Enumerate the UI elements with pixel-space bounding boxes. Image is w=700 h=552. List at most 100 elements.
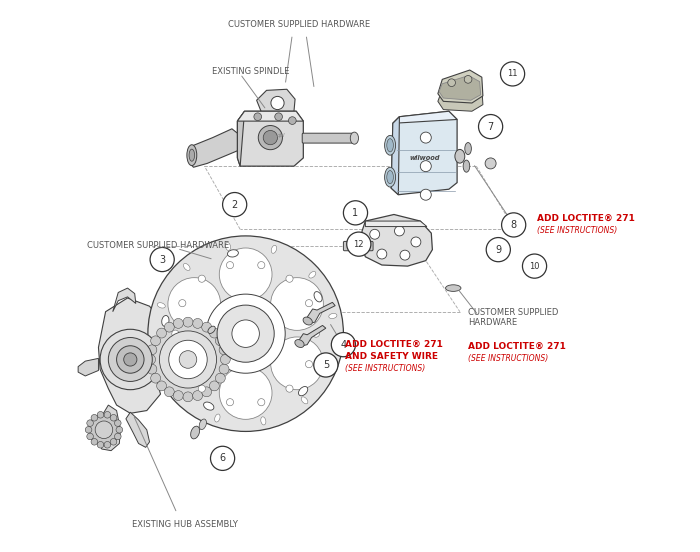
Circle shape bbox=[157, 328, 167, 338]
Ellipse shape bbox=[183, 263, 190, 270]
Circle shape bbox=[183, 392, 193, 402]
Circle shape bbox=[219, 367, 272, 420]
Circle shape bbox=[164, 322, 174, 332]
Circle shape bbox=[89, 415, 119, 445]
Ellipse shape bbox=[301, 397, 308, 404]
Circle shape bbox=[522, 254, 547, 278]
Circle shape bbox=[91, 438, 98, 445]
Circle shape bbox=[148, 236, 344, 432]
Circle shape bbox=[150, 336, 160, 346]
Text: 4: 4 bbox=[340, 339, 346, 349]
Circle shape bbox=[193, 391, 202, 401]
Ellipse shape bbox=[309, 272, 316, 278]
Circle shape bbox=[286, 275, 293, 282]
Ellipse shape bbox=[463, 160, 470, 172]
Polygon shape bbox=[438, 81, 483, 112]
Circle shape bbox=[108, 337, 153, 381]
Ellipse shape bbox=[455, 150, 465, 163]
Circle shape bbox=[275, 113, 282, 120]
Text: 10: 10 bbox=[529, 262, 540, 270]
Ellipse shape bbox=[261, 417, 266, 425]
Polygon shape bbox=[160, 315, 210, 348]
Circle shape bbox=[305, 300, 313, 307]
Ellipse shape bbox=[350, 132, 358, 144]
Polygon shape bbox=[99, 298, 172, 413]
Circle shape bbox=[220, 354, 230, 364]
Ellipse shape bbox=[465, 142, 471, 155]
Ellipse shape bbox=[208, 326, 216, 333]
Circle shape bbox=[312, 330, 319, 337]
Text: CUSTOMER SUPPLIED HARDWARE: CUSTOMER SUPPLIED HARDWARE bbox=[228, 20, 370, 29]
Polygon shape bbox=[237, 112, 303, 166]
Circle shape bbox=[183, 317, 193, 327]
Circle shape bbox=[169, 340, 207, 379]
Circle shape bbox=[174, 319, 183, 328]
Ellipse shape bbox=[387, 139, 393, 152]
Circle shape bbox=[110, 438, 117, 445]
Circle shape bbox=[168, 278, 220, 331]
Circle shape bbox=[150, 322, 225, 397]
Circle shape bbox=[305, 360, 313, 368]
Text: 6: 6 bbox=[220, 453, 225, 463]
Circle shape bbox=[226, 399, 234, 406]
Ellipse shape bbox=[158, 302, 165, 308]
Polygon shape bbox=[126, 412, 150, 447]
Circle shape bbox=[216, 373, 225, 383]
Circle shape bbox=[370, 229, 379, 239]
Circle shape bbox=[219, 345, 229, 355]
Polygon shape bbox=[391, 112, 457, 195]
Circle shape bbox=[314, 353, 338, 377]
Circle shape bbox=[464, 76, 472, 83]
Text: ADD LOCTITE® 271: ADD LOCTITE® 271 bbox=[537, 214, 635, 223]
Circle shape bbox=[217, 305, 274, 362]
Ellipse shape bbox=[225, 242, 230, 251]
Polygon shape bbox=[257, 89, 295, 115]
Ellipse shape bbox=[162, 316, 169, 326]
Ellipse shape bbox=[446, 285, 461, 291]
Circle shape bbox=[164, 387, 174, 397]
Circle shape bbox=[209, 328, 219, 338]
Polygon shape bbox=[393, 112, 457, 123]
Circle shape bbox=[232, 320, 260, 347]
Text: (SEE INSTRUCTIONS): (SEE INSTRUCTIONS) bbox=[344, 364, 425, 373]
Circle shape bbox=[157, 381, 167, 391]
Ellipse shape bbox=[326, 359, 334, 365]
Circle shape bbox=[178, 360, 186, 368]
Circle shape bbox=[202, 387, 211, 397]
Circle shape bbox=[193, 319, 202, 328]
Ellipse shape bbox=[228, 250, 239, 257]
Text: 12: 12 bbox=[354, 240, 364, 248]
Circle shape bbox=[211, 446, 234, 470]
Circle shape bbox=[411, 237, 421, 247]
Circle shape bbox=[226, 262, 234, 269]
Polygon shape bbox=[113, 288, 136, 312]
Circle shape bbox=[87, 420, 93, 426]
Ellipse shape bbox=[298, 386, 308, 396]
Circle shape bbox=[198, 385, 205, 392]
Text: 8: 8 bbox=[510, 220, 517, 230]
Ellipse shape bbox=[215, 414, 220, 422]
Polygon shape bbox=[306, 302, 335, 324]
Circle shape bbox=[174, 391, 183, 401]
Text: HARDWARE: HARDWARE bbox=[468, 317, 517, 327]
Text: EXISTING HUB ASSEMBLY: EXISTING HUB ASSEMBLY bbox=[132, 520, 238, 529]
Circle shape bbox=[223, 193, 246, 217]
Circle shape bbox=[104, 411, 111, 418]
Circle shape bbox=[263, 130, 277, 145]
Circle shape bbox=[178, 300, 186, 307]
Text: dpl: dpl bbox=[277, 133, 286, 138]
Text: EXISTING SPINDLE: EXISTING SPINDLE bbox=[211, 67, 289, 76]
Circle shape bbox=[500, 62, 525, 86]
Polygon shape bbox=[78, 358, 99, 376]
Text: ADD LOCTITE® 271: ADD LOCTITE® 271 bbox=[468, 342, 566, 351]
Ellipse shape bbox=[387, 171, 393, 184]
Circle shape bbox=[179, 351, 197, 368]
Ellipse shape bbox=[384, 167, 395, 187]
Circle shape bbox=[271, 278, 323, 331]
Ellipse shape bbox=[303, 317, 312, 325]
Text: 5: 5 bbox=[323, 360, 329, 370]
Ellipse shape bbox=[384, 135, 395, 155]
Circle shape bbox=[377, 249, 387, 259]
Text: 7: 7 bbox=[487, 121, 494, 131]
Ellipse shape bbox=[190, 426, 199, 439]
